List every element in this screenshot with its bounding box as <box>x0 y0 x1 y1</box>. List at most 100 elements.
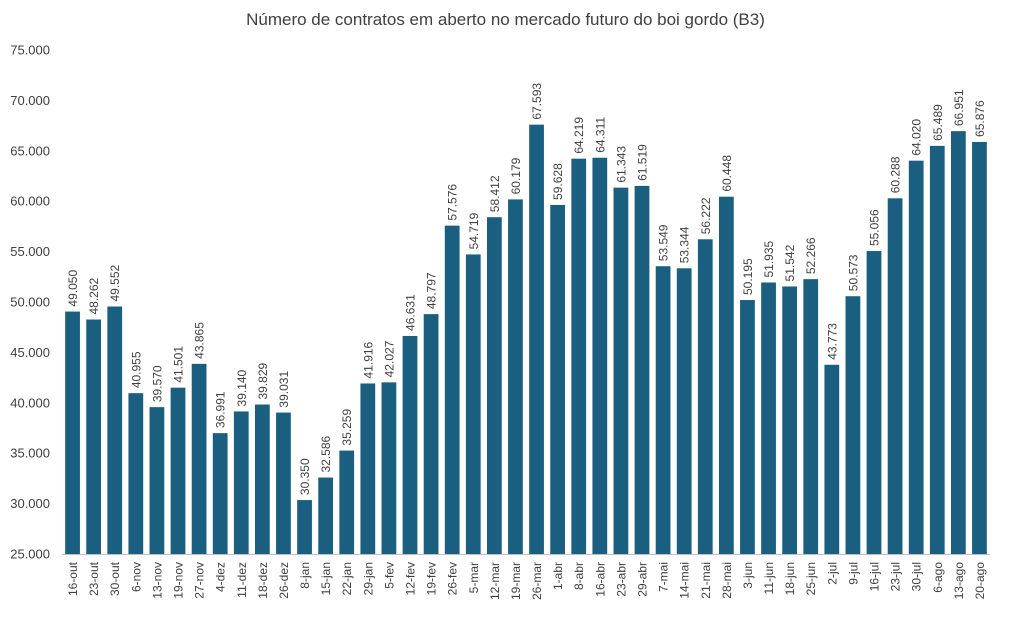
bar <box>128 393 144 554</box>
data-label: 53.344 <box>678 226 692 263</box>
x-tick-label: 20-ago <box>973 562 987 600</box>
bar <box>845 296 861 554</box>
bar <box>655 266 671 554</box>
y-tick-label: 25.000 <box>10 547 50 562</box>
data-label: 61.519 <box>636 144 650 181</box>
x-tick-label: 19-nov <box>172 562 186 599</box>
bar <box>486 217 502 555</box>
bar <box>550 204 566 554</box>
bar <box>465 254 481 554</box>
x-tick-label: 16-out <box>66 561 80 596</box>
x-tick-label: 13-ago <box>952 562 966 600</box>
bar <box>86 319 102 554</box>
data-label: 64.219 <box>572 117 586 154</box>
data-label: 65.489 <box>931 104 945 141</box>
x-tick-label: 16-jul <box>868 562 882 591</box>
x-tick-label: 23-out <box>87 561 101 596</box>
x-tick-label: 19-fev <box>425 562 439 595</box>
data-label: 41.916 <box>361 341 375 378</box>
bar <box>423 314 439 554</box>
data-label: 32.586 <box>319 436 333 473</box>
data-label: 60.288 <box>889 156 903 193</box>
data-label: 46.631 <box>404 294 418 331</box>
y-tick-label: 65.000 <box>10 143 50 158</box>
bar <box>297 500 312 554</box>
data-label: 54.719 <box>467 212 481 249</box>
y-tick-label: 45.000 <box>10 345 50 360</box>
bar <box>65 311 80 554</box>
x-tick-label: 13-nov <box>150 562 164 599</box>
bar <box>676 268 692 554</box>
x-tick-label: 8-abr <box>572 562 586 590</box>
bar <box>360 383 376 554</box>
x-tick-label: 3-jun <box>741 562 755 589</box>
x-tick-label: 15-jan <box>319 562 333 595</box>
data-label: 48.797 <box>425 272 439 309</box>
data-label: 49.050 <box>66 270 80 307</box>
y-tick-label: 55.000 <box>10 244 50 259</box>
x-tick-label: 18-jun <box>783 562 797 595</box>
data-label: 56.222 <box>699 197 713 234</box>
x-tick-label: 21-mai <box>699 562 713 599</box>
bar <box>908 160 924 554</box>
x-tick-label: 26-dez <box>277 562 291 599</box>
x-tick-label: 6-ago <box>931 562 945 593</box>
data-label: 43.865 <box>193 322 207 359</box>
bar <box>254 404 270 554</box>
data-label: 39.031 <box>277 371 291 408</box>
data-label: 64.020 <box>910 119 924 156</box>
x-tick-label: 14-mai <box>678 562 692 599</box>
data-label: 61.343 <box>614 146 628 183</box>
y-tick-label: 75.000 <box>10 43 50 58</box>
x-tick-label: 26-mar <box>530 562 544 600</box>
x-tick-label: 5-mar <box>467 562 481 593</box>
data-label: 52.266 <box>804 237 818 274</box>
y-tick-label: 70.000 <box>10 93 50 108</box>
x-tick-label: 8-jan <box>298 562 312 589</box>
bar <box>276 412 291 554</box>
data-label: 50.195 <box>741 258 755 295</box>
bar <box>950 131 966 555</box>
x-tick-label: 29-abr <box>636 562 650 597</box>
bar <box>887 198 903 554</box>
chart-title: Número de contratos em aberto no mercado… <box>246 10 765 29</box>
bar <box>761 282 776 554</box>
x-tick-label: 30-jul <box>910 562 924 591</box>
x-tick-label: 12-fev <box>404 562 418 595</box>
bar <box>339 450 355 554</box>
y-tick-label: 30.000 <box>10 496 50 511</box>
x-tick-label: 12-mar <box>488 562 502 600</box>
data-label: 59.628 <box>551 163 565 200</box>
x-tick-label: 29-jan <box>361 562 375 595</box>
y-tick-label: 60.000 <box>10 194 50 209</box>
data-label: 30.350 <box>298 458 312 495</box>
y-tick-label: 35.000 <box>10 446 50 461</box>
bar <box>634 185 650 554</box>
x-tick-label: 18-dez <box>256 562 270 599</box>
bar <box>107 306 123 554</box>
x-tick-label: 6-nov <box>129 562 143 592</box>
data-label: 50.573 <box>846 254 860 291</box>
bar <box>508 199 523 554</box>
y-tick-label: 50.000 <box>10 295 50 310</box>
bar <box>803 279 819 554</box>
data-label: 66.951 <box>952 89 966 126</box>
bar <box>212 433 228 554</box>
bar <box>718 196 734 555</box>
bar <box>592 157 608 554</box>
x-tick-label: 9-jul <box>846 562 860 585</box>
data-label: 67.593 <box>530 83 544 120</box>
bar <box>571 158 587 554</box>
data-label: 39.829 <box>256 362 270 399</box>
bar <box>402 335 418 554</box>
bar <box>318 477 334 554</box>
x-tick-label: 11-jun <box>762 562 776 594</box>
data-label: 60.448 <box>720 155 734 192</box>
bar <box>170 387 186 554</box>
x-tick-label: 25-jun <box>804 562 818 595</box>
data-label: 39.140 <box>235 369 249 406</box>
data-label: 36.991 <box>214 391 228 428</box>
x-tick-label: 27-nov <box>193 562 207 599</box>
bar <box>613 187 629 554</box>
